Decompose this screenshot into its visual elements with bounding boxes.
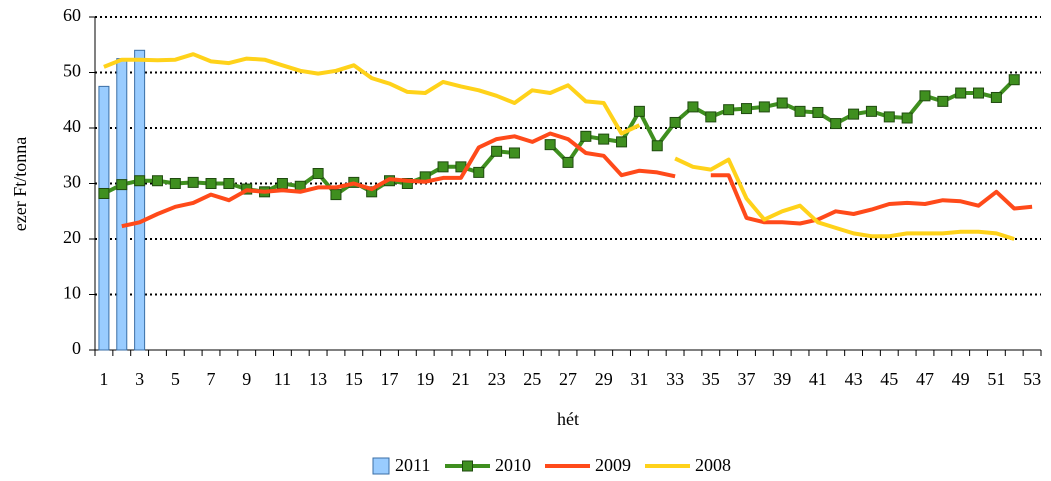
marker (616, 136, 628, 148)
marker (508, 147, 520, 159)
marker (973, 87, 985, 99)
marker (151, 175, 163, 187)
marker (366, 186, 378, 198)
marker (651, 140, 663, 152)
marker (883, 111, 895, 123)
marker (401, 178, 413, 189)
marker (1008, 74, 1020, 86)
x-tick-label: 17 (381, 369, 399, 389)
x-tick-label: 13 (309, 369, 327, 389)
line-series (103, 52, 1015, 241)
marker (865, 105, 877, 117)
x-tick-label: 27 (559, 369, 577, 389)
legend-swatch (372, 457, 390, 475)
marker (134, 175, 146, 187)
x-tick-label: 21 (452, 369, 470, 389)
y-tick-label: 60 (63, 5, 81, 25)
marker (723, 104, 735, 116)
marker (580, 130, 592, 142)
marker (776, 97, 788, 109)
bar (116, 58, 128, 351)
x-tick-label: 9 (242, 369, 251, 389)
x-axis-label: hét (557, 409, 579, 429)
marker (812, 106, 824, 118)
x-tick-label: 1 (99, 369, 108, 389)
x-tick-label: 29 (595, 369, 613, 389)
marker (312, 168, 324, 180)
x-tick-label: 35 (702, 369, 720, 389)
marker (758, 101, 770, 113)
y-tick-label: 30 (63, 172, 81, 192)
marker (740, 103, 752, 115)
x-tick-label: 33 (666, 369, 684, 389)
y-tick-label: 20 (63, 227, 81, 247)
x-tick-label: 37 (737, 369, 755, 389)
marker (562, 156, 574, 168)
x-tick-label: 23 (488, 369, 506, 389)
x-tick-label: 53 (1023, 369, 1041, 389)
bar (134, 49, 146, 351)
marker (491, 145, 503, 157)
marker (955, 87, 967, 99)
marker (98, 187, 110, 199)
marker (937, 95, 949, 107)
marker (848, 108, 860, 120)
marker (633, 105, 645, 117)
marker (116, 179, 128, 191)
y-tick-label: 10 (63, 283, 81, 303)
marker (919, 90, 931, 102)
legend-label: 2010 (495, 455, 531, 475)
marker (830, 118, 842, 130)
x-tick-label: 11 (274, 369, 291, 389)
x-tick-label: 7 (207, 369, 216, 389)
x-tick-label: 51 (987, 369, 1005, 389)
x-tick-label: 49 (952, 369, 970, 389)
y-tick-label: 0 (72, 338, 81, 358)
x-tick-label: 5 (171, 369, 180, 389)
marker (794, 105, 806, 117)
y-tick-label: 50 (63, 61, 81, 81)
marker (205, 178, 217, 189)
marker (437, 161, 449, 173)
x-tick-label: 15 (345, 369, 363, 389)
x-tick-label: 31 (630, 369, 648, 389)
y-tick-label: 40 (63, 116, 81, 136)
x-tick-label: 25 (523, 369, 541, 389)
marker (687, 101, 699, 113)
legend-label: 2008 (695, 455, 731, 475)
line-series (121, 131, 1033, 229)
marker (187, 176, 199, 188)
marker (990, 91, 1002, 103)
x-tick-label: 39 (773, 369, 791, 389)
marker (901, 112, 913, 124)
x-tick-label: 19 (416, 369, 434, 389)
marker (276, 178, 288, 189)
x-tick-label: 47 (916, 369, 934, 389)
marker (544, 139, 556, 151)
marker (169, 178, 181, 189)
marker (598, 133, 610, 145)
marker (223, 178, 235, 189)
legend-label: 2011 (395, 455, 430, 475)
marker (473, 166, 485, 178)
x-tick-label: 45 (880, 369, 898, 389)
x-tick-label: 3 (135, 369, 144, 389)
y-axis-label: ezer Ft/tonna (10, 137, 30, 231)
x-tick-label: 41 (809, 369, 827, 389)
legend-marker (462, 460, 473, 472)
bar (98, 85, 110, 351)
marker (330, 189, 342, 201)
x-tick-label: 43 (845, 369, 863, 389)
marker (705, 111, 717, 123)
legend-label: 2009 (595, 455, 631, 475)
marker (669, 116, 681, 128)
